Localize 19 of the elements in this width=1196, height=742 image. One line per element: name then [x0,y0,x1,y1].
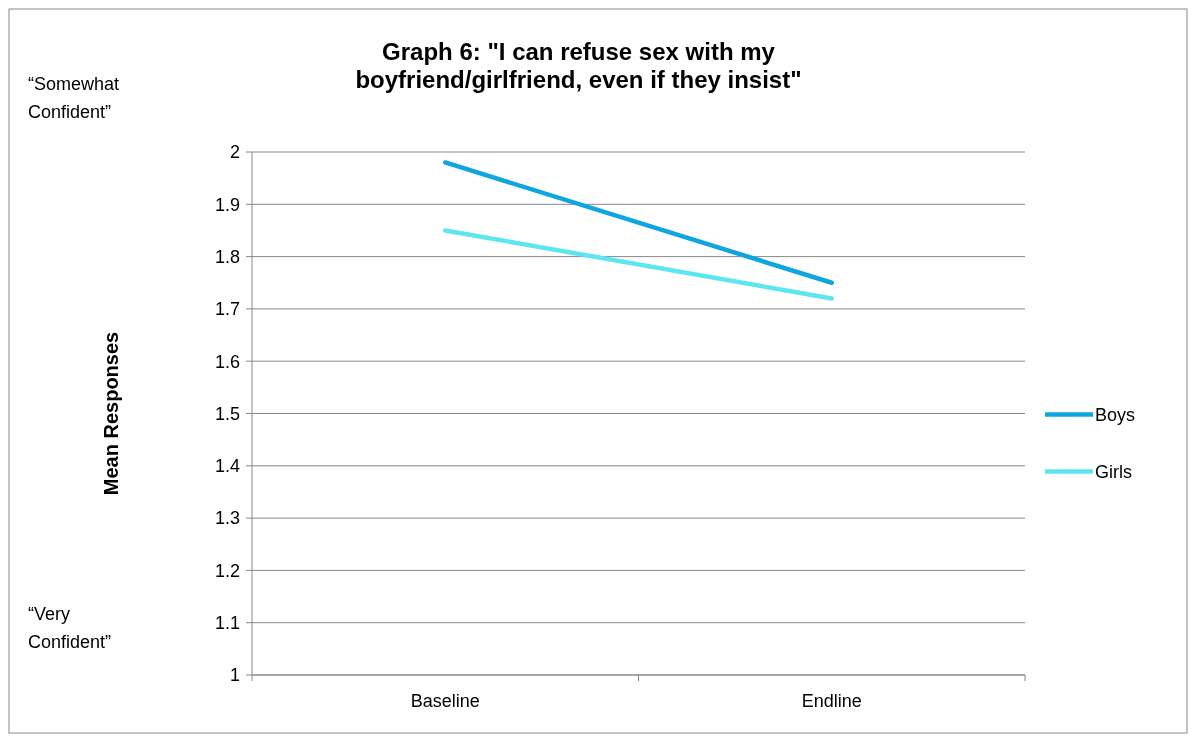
text: “Very Confident” [28,604,112,652]
y-tick-label: 2 [229,142,240,163]
y-tick-label: 1.7 [214,299,240,320]
x-tick-label: Endline [801,691,862,711]
legend-label: Boys [1095,404,1136,425]
y-tick-label: 1.6 [214,351,240,372]
y-tick-label: 1 [229,665,240,686]
legend-label: Girls [1095,461,1132,482]
y-axis-title: Mean Responses [100,331,122,496]
chart-title: Graph 6: "I can refuse sex with my boyfriend/girlfriend, even if they insist" [355,38,802,93]
text: “Somewhat Confident” [28,74,120,122]
y-tick-label: 1.1 [214,613,240,633]
y-tick-label: 1.3 [214,508,240,529]
x-tick-label: Baseline [410,691,480,711]
y-tick-label: 1.5 [214,403,240,424]
y-tick-label: 1.9 [214,194,240,215]
y-tick-label: 1.4 [214,456,240,477]
y-tick-label: 1.2 [214,560,240,581]
y-tick-label: 1.8 [214,246,240,267]
